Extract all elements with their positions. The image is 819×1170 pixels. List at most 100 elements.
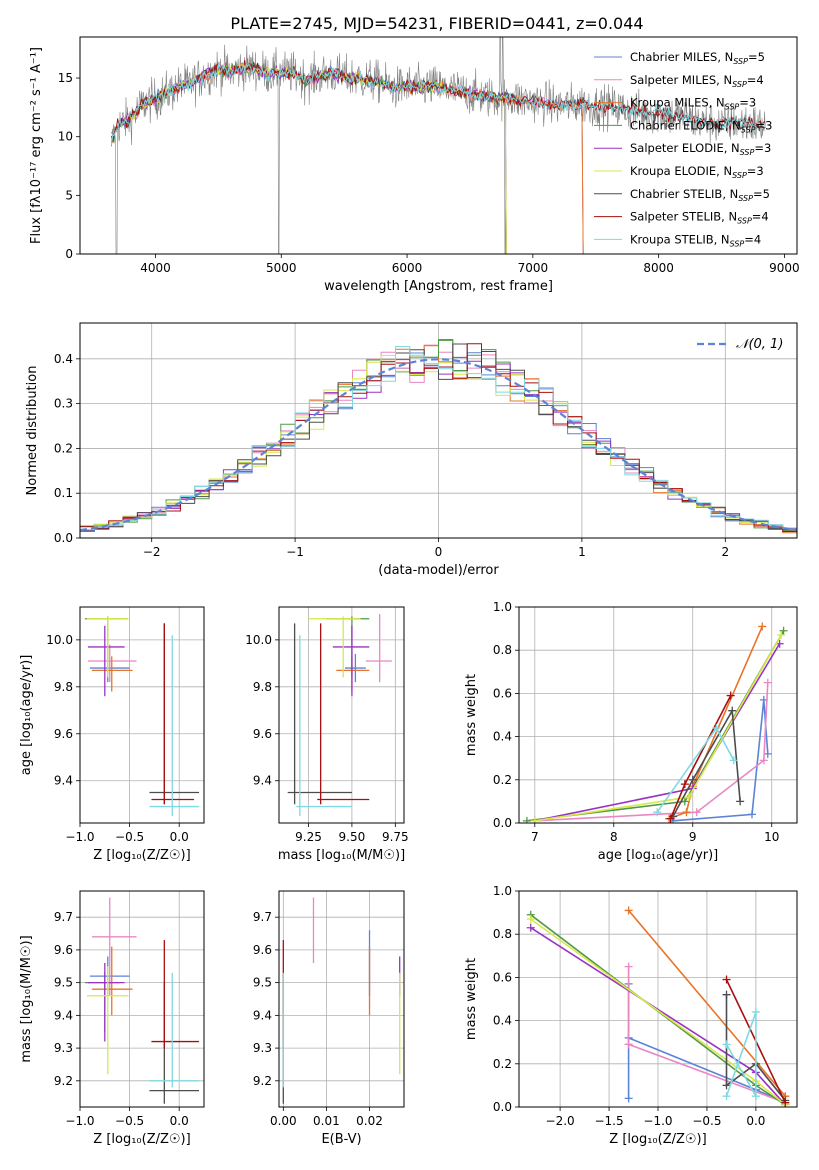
errorbar-point [149,635,200,816]
gridlines [79,891,204,1107]
y-tick-label: 9.2 [54,1074,73,1088]
y-axis-label: age [log₁₀(age/yr)] [19,655,34,776]
y-tick-label: 9.6 [54,727,73,741]
plot-area [282,897,401,1104]
x-tick-label: −2.0 [546,1114,575,1128]
x-tick-label: 0.0 [170,1114,189,1128]
errorbar-point [84,972,120,1032]
errorbar-point [149,982,200,1104]
axes-frame [518,890,798,1108]
series-line [725,1011,757,1100]
y-tick-label: 0.0 [54,531,73,545]
y-axis-label: mass weight [464,958,479,1040]
y-axis-label: mass weight [464,674,479,756]
legend-entry: Kroupa STELIB, NSSP=4 [630,232,761,248]
x-tick-label: 9.50 [339,830,366,844]
series-line [672,699,769,822]
x-tick-label: 0.00 [270,1114,297,1128]
x-tick-label: 8000 [643,261,674,275]
legend-entry: Kroupa ELODIE, NSSP=3 [630,164,764,180]
data-marker [682,808,691,817]
legend-entry: Salpeter ELODIE, NSSP=3 [630,141,771,157]
series-line [669,695,732,820]
y-tick-label: 0.4 [493,730,512,744]
y-tick-label: 1.0 [493,600,512,614]
y-tick-label: 9.4 [253,774,272,788]
x-tick-label: 9000 [769,261,800,275]
x-tick-label: 0.01 [313,1114,340,1128]
data-marker [736,797,745,806]
axes-frame [79,890,205,1108]
y-tick-label: 9.4 [253,1008,272,1022]
data-marker [722,1092,731,1101]
y-tick-label: 0.2 [54,441,73,455]
y-axis-label: Flux [fλ10⁻¹⁷ erg cm⁻² s⁻¹ A⁻¹] [29,47,44,244]
data-marker [722,1081,731,1090]
y-tick-label: 9.5 [253,976,272,990]
x-tick-label: 0.0 [746,1114,765,1128]
y-tick-label: 0.8 [493,643,512,657]
series-line [534,682,769,822]
legend-entry: Chabrier MILES, NSSP=5 [630,50,765,66]
x-tick-label: 1 [578,545,586,559]
y-tick-label: 0.2 [493,1057,512,1071]
y-tick-label: 0.4 [54,352,73,366]
data-marker [624,1094,633,1103]
x-tick-label: 10 [764,830,779,844]
axes-frame [278,890,405,1108]
x-axis-label: wavelength [Angstrom, rest frame] [324,279,553,294]
y-tick-label: 0.4 [493,1014,512,1028]
data-marker [763,678,772,687]
x-tick-label: −0.5 [115,830,144,844]
figure-title: PLATE=2745, MJD=54231, FIBERID=0441, z=0… [230,14,643,33]
x-tick-label: −1.0 [643,1114,672,1128]
errorbar-point [91,897,137,996]
gridlines [79,607,204,823]
data-marker [758,622,767,631]
data-marker [781,1098,790,1107]
legend-entry: 𝒩(0, 1) [736,337,783,352]
x-axis-label: (data-model)/error [378,563,499,578]
errorbar-point [149,972,200,1088]
x-tick-label: 7 [531,830,539,844]
histogram-step [80,339,797,532]
errorbar-point [296,635,352,816]
x-tick-label: −1.5 [594,1114,623,1128]
y-tick-label: 10.0 [46,633,73,647]
y-tick-label: 0.6 [493,970,512,984]
y-tick-label: 9.4 [54,774,73,788]
y-tick-label: 0.3 [54,397,73,411]
x-tick-label: −0.5 [692,1114,721,1128]
y-tick-label: 0.0 [493,1100,512,1114]
x-tick-label: 0 [435,545,443,559]
data-marker [722,975,731,984]
panel-residuals: −2 −1 0 1 2 0.0 0.1 0.2 0.3 0.4 (data-model)/error… [25,322,798,578]
axes-frame [79,36,798,255]
errorbar-point [308,616,361,678]
y-tick-label: 9.2 [253,1074,272,1088]
y-tick-label: 0.8 [493,927,512,941]
data-marker [692,808,701,817]
data-marker [751,1007,760,1016]
y-tick-label: 10.0 [245,633,272,647]
panel-mass_vs_ebv: 0.00 0.01 0.02 9.2 9.3 9.4 9.5 9.6 9.7 E(B-V) [253,890,405,1147]
y-tick-label: 0.2 [493,773,512,787]
data-marker [751,1092,760,1101]
x-tick-label: 0.02 [356,1114,383,1128]
series-line [526,630,785,822]
x-tick-label: 6000 [392,261,423,275]
series-line [668,626,764,820]
data-marker [653,808,662,817]
panel-weight_vs_age: 7 8 9 10 0.0 0.2 0.4 0.6 0.8 1.0 age [log₁₀(age/yr… [464,600,798,863]
data-marker [526,923,535,932]
model-spectrum-line [110,62,585,254]
data-marker [684,793,693,802]
plot-area [287,614,392,816]
y-tick-label: 1.0 [493,884,512,898]
panel-mass_vs_Z: −1.0 −0.5 0.0 9.2 9.3 9.4 9.5 9.6 9.7 Z [log₁₀(Z/… [19,890,205,1147]
axes-frame [79,606,205,824]
data-marker [728,706,737,715]
axes-frame [79,322,798,539]
data-marker [747,810,756,819]
y-tick-label: 9.6 [253,727,272,741]
